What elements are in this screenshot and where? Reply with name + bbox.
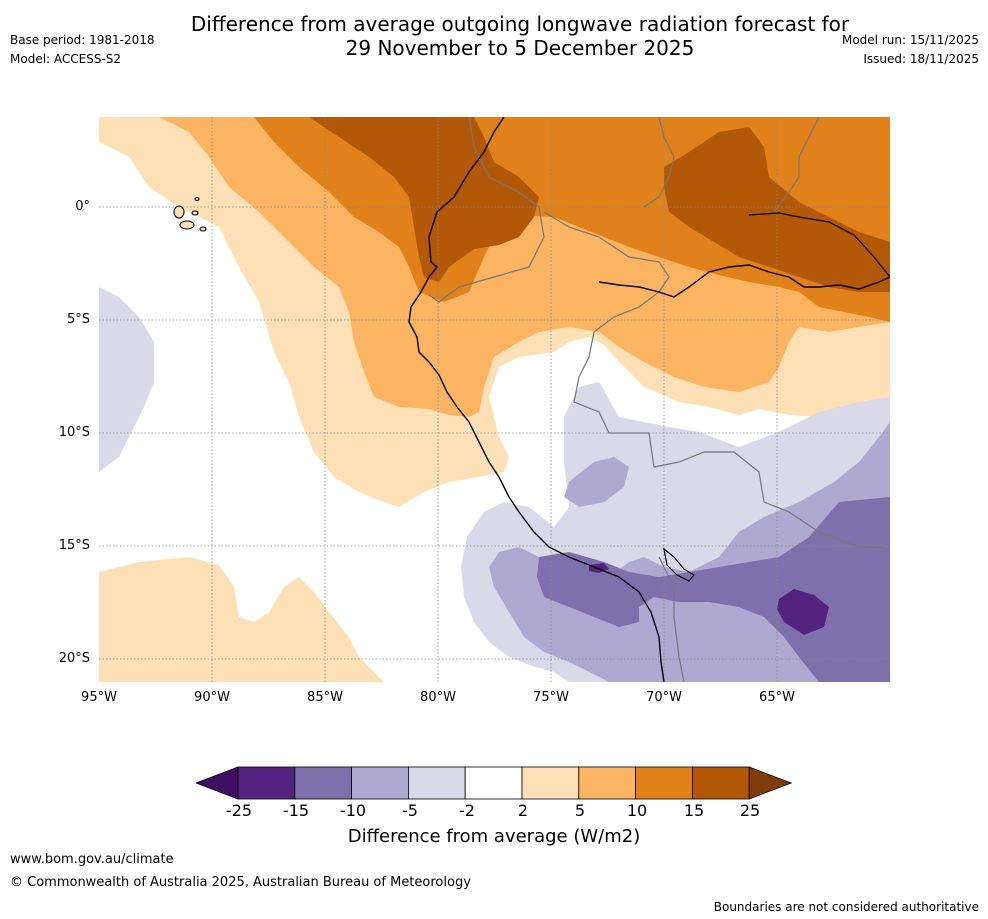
colorbar-tick--5: -5 [402,801,418,820]
contour-neg5-to-neg10-north [564,457,629,507]
website-link[interactable]: www.bom.gov.au/climate [10,852,174,867]
model-name: Model: ACCESS-S2 [10,52,122,66]
lon-label-75w: 75°W [533,690,569,705]
galapagos-island-santa-cruz [179,220,195,230]
colorbar-cell-3 [351,766,409,800]
lon-label-80w: 80°W [420,690,456,705]
colorbar-cells [196,766,793,800]
bolivia-chile-border [658,556,685,682]
galapagos-island-north [194,196,200,202]
lon-label-85w: 85°W [307,690,343,705]
colorbar-tick--10: -10 [339,801,367,820]
colorbar-cell-6 [521,766,580,800]
colorbar-cell-5 [464,766,523,800]
colorbar [196,766,793,800]
model-run: Model run: 15/11/2025 [841,33,979,47]
title-line-2: 29 November to 5 December 2025 [345,36,695,60]
galapagos-islands [173,196,207,232]
south-america-coastline [408,117,665,682]
galapagos-island-isabela [173,205,185,219]
country-borders [428,117,884,682]
colorbar-tick-5: 5 [574,801,586,820]
lon-label-90w: 90°W [194,690,230,705]
base-period: Base period: 1981-2018 [10,33,155,47]
colorbar-cell-7 [578,766,636,800]
colorbar-cell-1 [237,766,296,800]
colorbar-cell-8 [635,766,693,800]
colorbar-cell-2 [294,766,353,800]
lat-label-15s: 15°S [58,538,90,553]
lon-label-70w: 70°W [646,690,682,705]
chart-title: Difference from average outgoing longwav… [0,12,988,60]
colorbar-extend-low [196,766,239,800]
brazil-venezuela-border [773,117,820,213]
colorbar-tick--2: -2 [459,801,475,820]
colorbar-tick--25: -25 [225,801,253,820]
contour-neg10-to-neg15 [537,497,890,682]
colombia-brazil-border [643,117,675,208]
lat-label-5s: 5°S [66,312,90,327]
colorbar-title: Difference from average (W/m2) [347,826,641,847]
galapagos-island-san-cristobal [199,226,207,232]
amazon-river [598,264,890,298]
colombia-ecuador-border [428,117,545,303]
colorbar-tick-25: 25 [739,801,761,820]
rio-negro [748,212,890,278]
copyright-notice: © Commonwealth of Australia 2025, Austra… [10,875,471,890]
colorbar-tick-2: 2 [517,801,529,820]
lon-label-65w: 65°W [759,690,795,705]
contour-2-to-5-south [99,557,384,682]
lat-label-0: 0° [75,199,90,214]
lat-label-10s: 10°S [58,425,90,440]
contour-15-to-25-west [309,117,539,282]
colorbar-extend-high [748,766,793,800]
colorbar-cell-9 [691,766,750,800]
titicaca-lake-outline [663,547,695,582]
title-line-1: Difference from average outgoing longwav… [190,12,850,36]
graticule [99,117,890,682]
galapagos-island-santiago [191,210,199,216]
lon-label-95w: 95°W [81,690,117,705]
colorbar-tick-15: 15 [683,801,705,820]
colorbar-cell-4 [407,766,466,800]
peru-brazil-bolivia-border [543,211,884,548]
colorbar-tick--15: -15 [282,801,310,820]
lat-label-20s: 20°S [58,651,90,666]
contour-neg2-to-neg5-west [99,287,154,472]
boundary-disclaimer: Boundaries are not considered authoritat… [713,900,979,914]
issued-date: Issued: 18/11/2025 [863,52,979,66]
colorbar-tick-10: 10 [626,801,648,820]
olr-anomaly-map [99,117,890,682]
contour-neg15-to-neg25-east [777,589,829,635]
